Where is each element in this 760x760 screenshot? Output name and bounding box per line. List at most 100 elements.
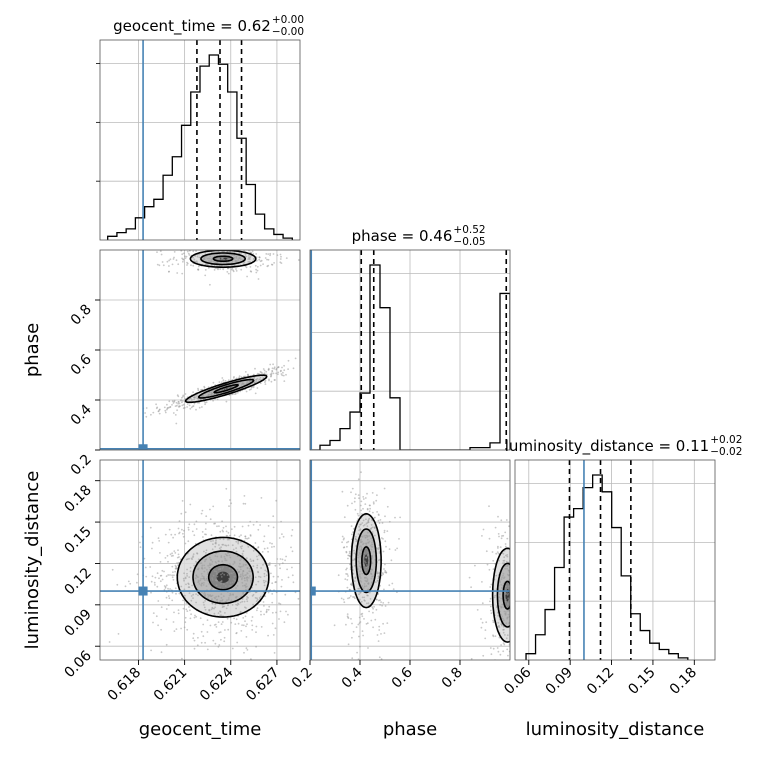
scatter-point [159, 561, 162, 563]
scatter-point [201, 531, 204, 533]
scatter-point [145, 407, 148, 409]
scatter-point [515, 611, 517, 613]
scatter-point [275, 499, 278, 502]
scatter-point [151, 541, 154, 544]
scatter-point [505, 519, 508, 521]
scatter-point [371, 541, 373, 544]
scatter-point [150, 649, 153, 652]
scatter-point [232, 377, 235, 379]
scatter-point [271, 593, 274, 595]
scatter-point [359, 579, 362, 582]
scatter-point [259, 248, 261, 250]
scatter-point [193, 564, 196, 567]
scatter-point [226, 535, 229, 537]
scatter-point [213, 248, 215, 250]
scatter-point [360, 546, 363, 549]
scatter-point [284, 593, 287, 596]
scatter-point [359, 539, 362, 542]
scatter-point [151, 575, 154, 578]
scatter-point [205, 522, 207, 525]
scatter-point [168, 265, 170, 267]
scatter-point [222, 595, 225, 598]
scatter-point [195, 260, 198, 263]
scatter-point [529, 616, 531, 618]
scatter-point [353, 500, 356, 503]
scatter-point [204, 274, 207, 277]
scatter-point [202, 258, 205, 261]
scatter-point [302, 366, 304, 368]
scatter-point [153, 581, 156, 584]
scatter-point [172, 412, 175, 414]
scatter-point [205, 558, 208, 561]
scatter-point [371, 492, 374, 494]
scatter-point [290, 546, 292, 549]
scatter-point [274, 627, 277, 630]
scatter-point [262, 540, 265, 543]
scatter-point [256, 387, 259, 389]
scatter-point [523, 512, 525, 514]
scatter-point [358, 587, 361, 590]
scatter-point [191, 405, 194, 408]
scatter-point [501, 576, 503, 579]
scatter-point [218, 644, 221, 646]
scatter-point [205, 549, 208, 552]
scatter-point [512, 570, 514, 572]
scatter-point [257, 247, 259, 249]
scatter-point [197, 402, 199, 404]
scatter-point [215, 626, 218, 628]
scatter-point [176, 272, 179, 274]
scatter-point [263, 372, 266, 375]
scatter-point [498, 559, 500, 562]
scatter-point [242, 617, 245, 619]
ytick-label-phase: 0.8 [68, 302, 95, 329]
scatter-point [229, 556, 232, 559]
scatter-point [209, 556, 211, 559]
scatter-point [161, 578, 164, 581]
scatter-point [255, 583, 257, 586]
scatter-point [508, 599, 510, 602]
scatter-point [374, 534, 376, 537]
scatter-point [279, 258, 282, 260]
scatter-point [246, 578, 249, 581]
scatter-point [265, 253, 268, 255]
scatter-point [225, 400, 228, 403]
scatter-point [367, 565, 370, 568]
scatter-point [367, 521, 370, 524]
scatter-point [174, 414, 177, 416]
scatter-point [228, 538, 230, 541]
scatter-point [515, 551, 517, 553]
scatter-point [240, 252, 242, 255]
scatter-point [242, 593, 245, 595]
scatter-point [500, 606, 503, 609]
scatter-point [195, 601, 198, 604]
scatter-point [225, 525, 227, 528]
scatter-point [503, 556, 506, 559]
scatter-point [267, 525, 270, 527]
scatter-point [213, 522, 216, 525]
scatter-point [498, 626, 501, 628]
scatter-point [492, 647, 495, 650]
scatter-point [255, 379, 258, 381]
scatter-point [368, 517, 371, 520]
scatter-point [216, 579, 219, 582]
scatter-point [497, 614, 500, 617]
contour-line [176, 536, 270, 618]
scatter-point [177, 402, 180, 405]
scatter-point [377, 572, 379, 575]
scatter-point [203, 604, 205, 606]
scatter-point [303, 566, 305, 568]
scatter-point [489, 600, 491, 603]
scatter-point [193, 398, 196, 401]
scatter-point [482, 654, 485, 657]
scatter-point [212, 540, 214, 542]
scatter-point [357, 623, 360, 626]
scatter-point [378, 522, 381, 524]
scatter-point [168, 247, 170, 249]
scatter-point [221, 621, 224, 623]
scatter-point [186, 572, 188, 575]
xtick-label-geocent_time: 0.624 [197, 664, 237, 704]
scatter-point [223, 258, 226, 261]
title-label-phase: phase = 0.46 [352, 227, 453, 245]
scatter-point [242, 382, 245, 385]
scatter-point [245, 647, 248, 650]
